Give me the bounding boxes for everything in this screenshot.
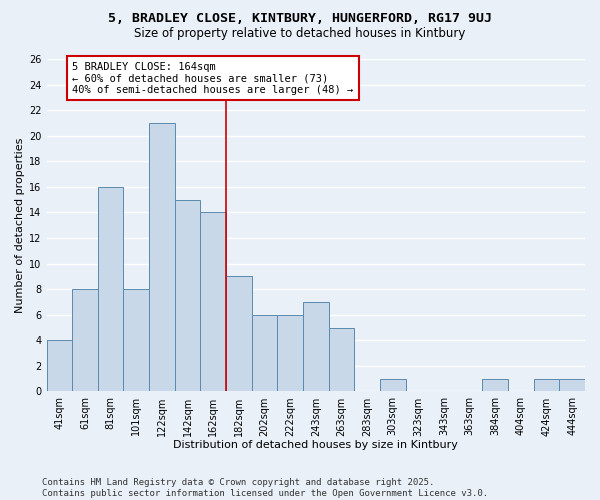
Bar	[559, 378, 585, 392]
Bar	[482, 378, 508, 392]
Bar	[226, 276, 251, 392]
Text: Size of property relative to detached houses in Kintbury: Size of property relative to detached ho…	[134, 28, 466, 40]
X-axis label: Distribution of detached houses by size in Kintbury: Distribution of detached houses by size …	[173, 440, 458, 450]
Bar	[380, 378, 406, 392]
Text: 5, BRADLEY CLOSE, KINTBURY, HUNGERFORD, RG17 9UJ: 5, BRADLEY CLOSE, KINTBURY, HUNGERFORD, …	[108, 12, 492, 26]
Bar	[200, 212, 226, 392]
Bar	[47, 340, 72, 392]
Bar	[329, 328, 354, 392]
Text: 5 BRADLEY CLOSE: 164sqm
← 60% of detached houses are smaller (73)
40% of semi-de: 5 BRADLEY CLOSE: 164sqm ← 60% of detache…	[72, 62, 353, 95]
Bar	[98, 187, 124, 392]
Bar	[149, 123, 175, 392]
Text: Contains HM Land Registry data © Crown copyright and database right 2025.
Contai: Contains HM Land Registry data © Crown c…	[42, 478, 488, 498]
Bar	[534, 378, 559, 392]
Bar	[175, 200, 200, 392]
Y-axis label: Number of detached properties: Number of detached properties	[15, 138, 25, 313]
Bar	[303, 302, 329, 392]
Bar	[124, 289, 149, 392]
Bar	[72, 289, 98, 392]
Bar	[277, 314, 303, 392]
Bar	[251, 314, 277, 392]
